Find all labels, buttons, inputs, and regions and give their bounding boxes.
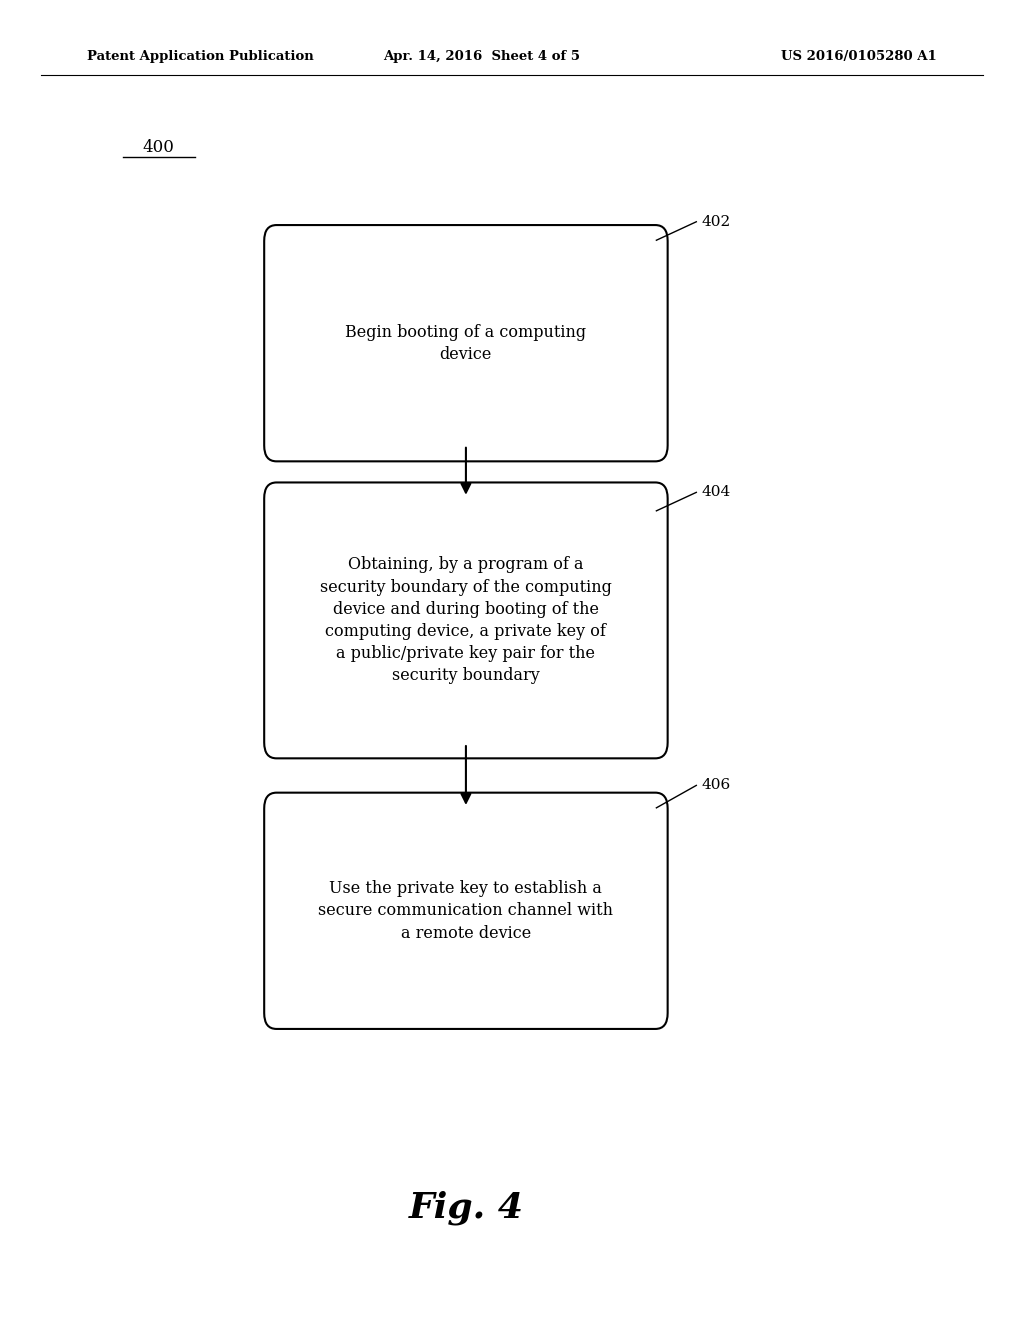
Text: Begin booting of a computing
device: Begin booting of a computing device — [345, 323, 587, 363]
FancyBboxPatch shape — [264, 792, 668, 1030]
Text: US 2016/0105280 A1: US 2016/0105280 A1 — [781, 50, 937, 63]
Text: 400: 400 — [142, 139, 175, 156]
Text: Fig. 4: Fig. 4 — [409, 1191, 523, 1225]
FancyBboxPatch shape — [264, 483, 668, 758]
Text: Patent Application Publication: Patent Application Publication — [87, 50, 313, 63]
Text: Obtaining, by a program of a
security boundary of the computing
device and durin: Obtaining, by a program of a security bo… — [319, 557, 612, 684]
Text: 404: 404 — [701, 486, 731, 499]
FancyBboxPatch shape — [264, 226, 668, 462]
Text: 402: 402 — [701, 215, 731, 228]
Text: Apr. 14, 2016  Sheet 4 of 5: Apr. 14, 2016 Sheet 4 of 5 — [383, 50, 580, 63]
Text: Use the private key to establish a
secure communication channel with
a remote de: Use the private key to establish a secur… — [318, 880, 613, 941]
Text: 406: 406 — [701, 779, 731, 792]
